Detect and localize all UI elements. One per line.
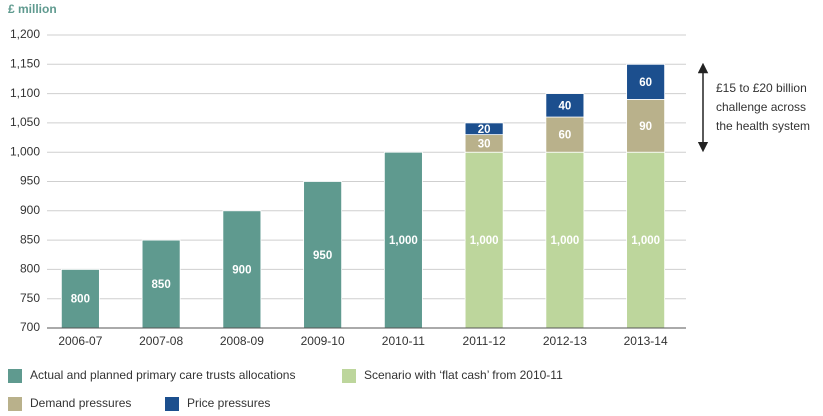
bar-segment (222, 210, 262, 329)
x-tick-label: 2011-12 (463, 334, 506, 348)
x-tick-label: 2008-09 (220, 334, 264, 348)
y-axis-title: £ million (8, 2, 57, 16)
y-tick-label: 1,200 (10, 27, 40, 41)
data-label: 1,000 (470, 235, 499, 247)
y-tick-label: 700 (20, 320, 40, 334)
data-label: 1,000 (389, 235, 418, 247)
data-label: 900 (232, 264, 251, 276)
x-tick-label: 2012-13 (543, 334, 587, 348)
bar-segment (141, 239, 181, 329)
y-tick-label: 750 (20, 291, 40, 305)
legend-label: Price pressures (187, 396, 270, 410)
data-label: 1,000 (550, 235, 579, 247)
y-tick-label: 1,000 (10, 144, 40, 158)
data-label: 850 (152, 279, 171, 291)
data-label: 1,000 (631, 235, 660, 247)
legend-label: Demand pressures (30, 396, 131, 410)
x-tick-label: 2010-11 (382, 334, 425, 348)
y-tick-label: 800 (20, 262, 40, 276)
bar-segment (626, 151, 666, 329)
legend-swatch (165, 397, 179, 411)
data-label: 800 (71, 294, 90, 306)
data-label: 30 (478, 138, 491, 150)
bar-segment (60, 268, 100, 329)
legend-swatch (342, 369, 356, 383)
annotation: the health system (716, 119, 810, 133)
legend-label: Scenario with ‘flat cash’ from 2010-11 (364, 368, 563, 382)
annotation: £15 to £20 billion (716, 81, 807, 95)
y-tick-label: 1,100 (10, 86, 40, 100)
legend-swatch (8, 397, 22, 411)
bar-segment (545, 93, 585, 118)
legend-swatch (8, 369, 22, 383)
y-tick-label: 1,150 (10, 56, 40, 70)
data-label: 60 (558, 130, 571, 142)
annotation: challenge across (716, 100, 806, 114)
y-tick-label: 850 (20, 232, 40, 246)
bar-segment (626, 63, 666, 100)
bar-segment (464, 122, 504, 136)
x-tick-label: 2006-07 (58, 334, 102, 348)
data-label: 20 (478, 124, 491, 136)
bar-segment (303, 181, 343, 329)
data-label: 90 (639, 121, 652, 133)
bar-segment (626, 99, 666, 153)
x-tick-label: 2013-14 (624, 334, 668, 348)
x-tick-label: 2007-08 (139, 334, 183, 348)
y-tick-label: 950 (20, 174, 40, 188)
x-tick-label: 2009-10 (301, 334, 345, 348)
bar-segment (545, 116, 585, 153)
y-tick-label: 900 (20, 203, 40, 217)
data-label: 950 (313, 250, 332, 262)
y-tick-label: 1,050 (10, 115, 40, 129)
data-label: 60 (639, 77, 652, 89)
legend-label: Actual and planned primary care trusts a… (30, 368, 295, 382)
data-label: 40 (558, 100, 571, 112)
